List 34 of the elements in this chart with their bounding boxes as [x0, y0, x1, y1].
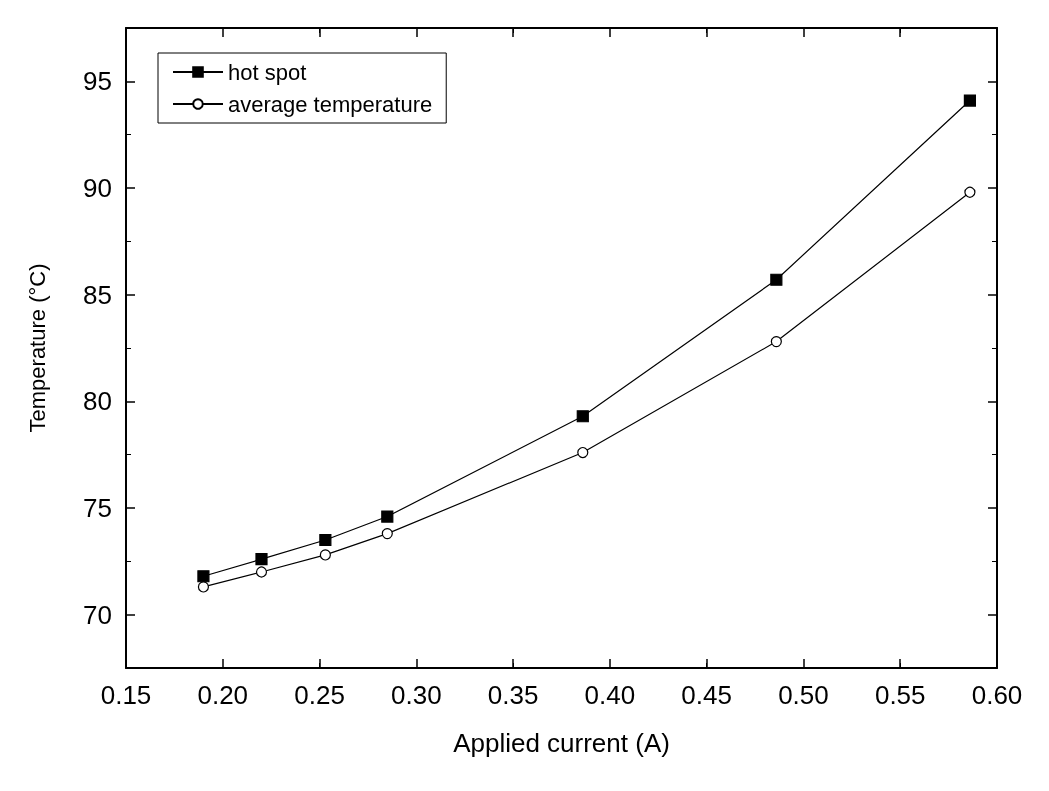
point — [577, 446, 589, 459]
point — [381, 528, 393, 540]
y-tick-label: 95 — [83, 66, 112, 97]
legend-label: average temperature — [228, 91, 433, 117]
x-tick-label: 0.60 — [971, 680, 1023, 710]
x-tick-label: 0.25 — [294, 680, 345, 710]
point — [319, 549, 331, 561]
y-tick-label: 90 — [83, 173, 112, 203]
x-axis-title: Applied current (A) — [453, 728, 670, 758]
point — [319, 533, 332, 547]
point — [963, 94, 976, 107]
x-tick-label: 0.20 — [197, 680, 249, 710]
point — [255, 566, 268, 578]
point — [197, 581, 210, 593]
y-axis-title: Temperature (°C) — [24, 263, 50, 433]
point — [770, 273, 783, 286]
x-tick-label: 0.35 — [487, 680, 539, 710]
legend-label: hot spot — [228, 59, 307, 85]
x-tick-label: 0.40 — [584, 680, 636, 710]
y-tick-label: 80 — [83, 386, 112, 417]
x-tick-label: 0.15 — [100, 680, 152, 710]
point — [381, 510, 394, 523]
point — [964, 186, 976, 198]
point — [576, 410, 589, 423]
y-tick-label: 85 — [83, 279, 112, 310]
y-tick-label: 70 — [83, 599, 112, 630]
x-tick-label: 0.30 — [391, 680, 442, 710]
y-tick-label: 75 — [83, 493, 112, 523]
point — [197, 570, 210, 583]
point — [770, 336, 782, 348]
x-tick-label: 0.55 — [874, 680, 926, 710]
x-tick-label: 0.45 — [681, 680, 732, 710]
x-tick-label: 0.50 — [778, 680, 829, 710]
point — [255, 553, 268, 566]
